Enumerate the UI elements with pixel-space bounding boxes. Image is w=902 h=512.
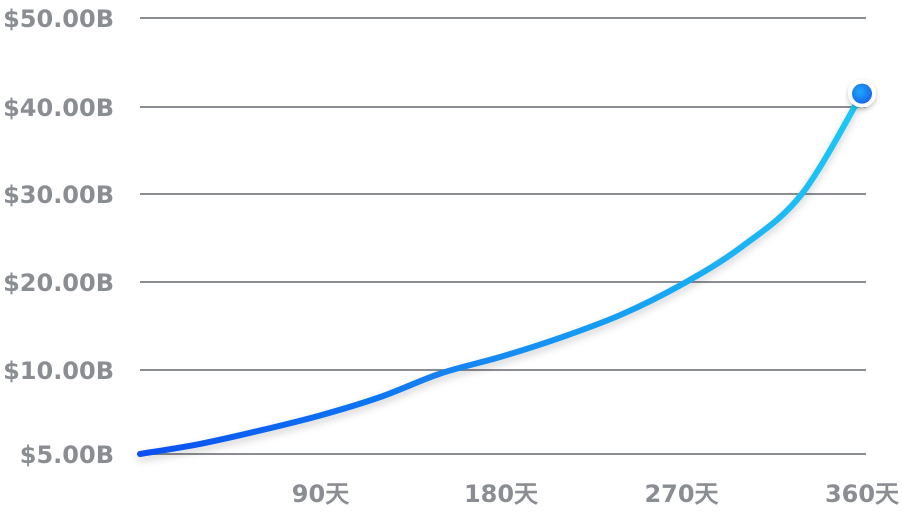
series-layer [137, 79, 876, 457]
y-tick-label: $30.00B [3, 181, 114, 209]
x-axis-labels: 90天 180天 270天 360天 [292, 480, 899, 508]
y-tick-label: $5.00B [20, 441, 114, 469]
x-tick-label: 90天 [292, 480, 349, 508]
y-axis-labels: $5.00B $10.00B $20.00B $30.00B $40.00B $50.00… [3, 5, 114, 469]
y-tick-label: $50.00B [3, 5, 114, 33]
y-tick-label: $20.00B [3, 269, 114, 297]
y-tick-label: $40.00B [3, 94, 114, 122]
x-tick-label: 270天 [644, 480, 718, 508]
end-point-marker[interactable] [852, 83, 872, 104]
y-tick-label: $10.00B [3, 357, 114, 385]
series-line [137, 90, 865, 457]
x-tick-label: 180天 [464, 480, 538, 508]
grid-lines [140, 17, 866, 455]
x-tick-label: 360天 [825, 480, 899, 508]
